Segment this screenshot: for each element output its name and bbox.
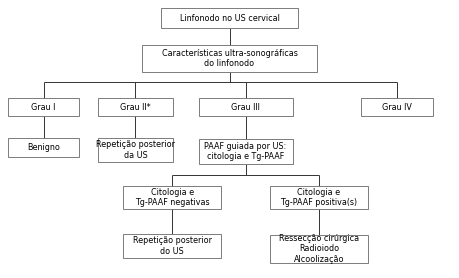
Text: Grau IV: Grau IV (382, 103, 412, 111)
FancyBboxPatch shape (8, 98, 79, 116)
Text: Repetição posterior
do US: Repetição posterior do US (133, 236, 212, 256)
Text: Citologia e
Tg-PAAF positiva(s): Citologia e Tg-PAAF positiva(s) (280, 188, 358, 207)
Text: Citologia e
Tg-PAAF negativas: Citologia e Tg-PAAF negativas (135, 188, 209, 207)
Text: Repetição posterior
da US: Repetição posterior da US (96, 140, 175, 160)
FancyBboxPatch shape (199, 98, 293, 116)
FancyBboxPatch shape (199, 139, 293, 164)
FancyBboxPatch shape (142, 45, 317, 71)
FancyBboxPatch shape (270, 186, 368, 209)
Text: Grau II*: Grau II* (120, 103, 151, 111)
FancyBboxPatch shape (270, 235, 368, 263)
Text: PAAF guiada por US:
citologia e Tg-PAAF: PAAF guiada por US: citologia e Tg-PAAF (204, 142, 287, 161)
FancyBboxPatch shape (123, 234, 222, 258)
Text: Grau III: Grau III (231, 103, 260, 111)
FancyBboxPatch shape (8, 138, 79, 157)
FancyBboxPatch shape (161, 8, 298, 28)
FancyBboxPatch shape (123, 186, 222, 209)
Text: Ressecção cirúrgica
Radioiodo
Alcoolização: Ressecção cirúrgica Radioiodo Alcoolizaç… (279, 234, 359, 264)
FancyBboxPatch shape (97, 98, 174, 116)
Text: Benigno: Benigno (27, 143, 60, 152)
FancyBboxPatch shape (97, 138, 174, 162)
Text: Características ultra-sonográficas
do linfonodo: Características ultra-sonográficas do li… (162, 49, 297, 68)
Text: Grau I: Grau I (31, 103, 56, 111)
Text: Linfonodo no US cervical: Linfonodo no US cervical (179, 14, 280, 23)
FancyBboxPatch shape (362, 98, 433, 116)
